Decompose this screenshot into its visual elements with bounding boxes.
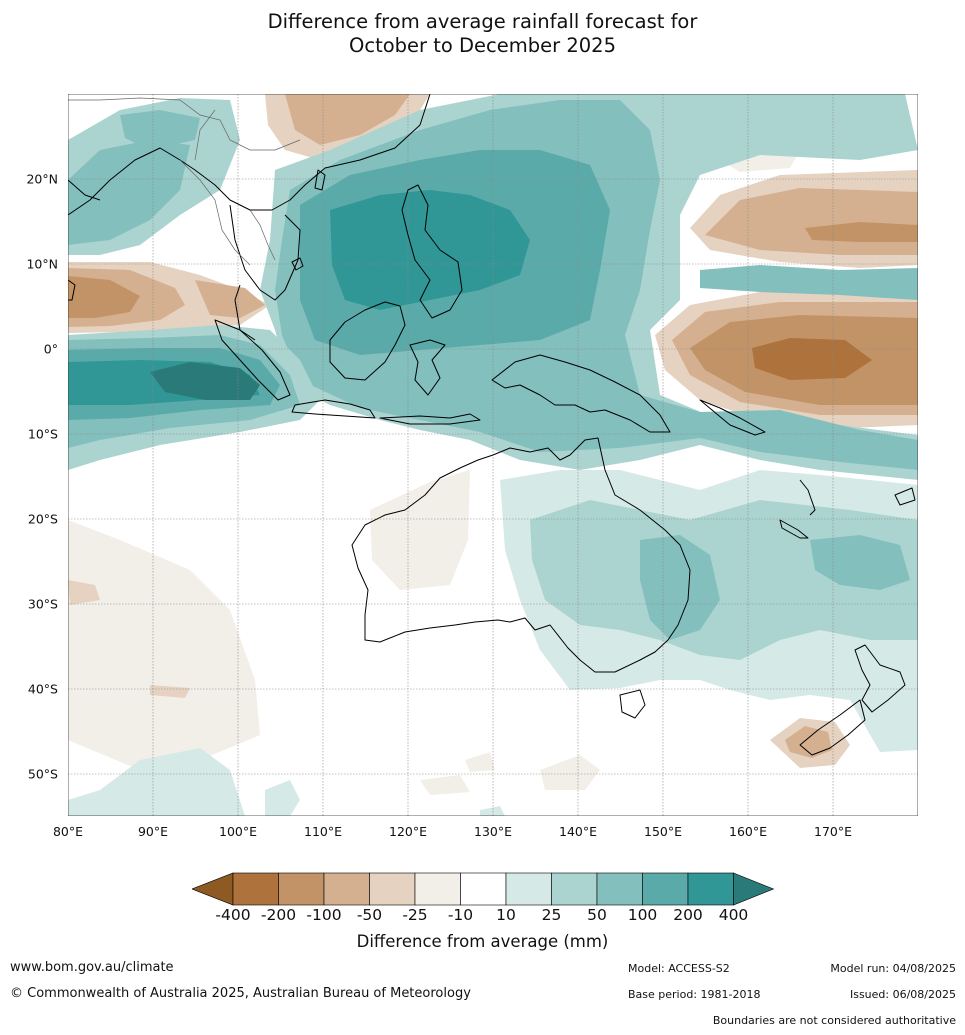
coast-australia bbox=[351, 437, 691, 673]
longitude-label: 170°E bbox=[813, 824, 853, 839]
longitude-label: 110°E bbox=[303, 824, 343, 839]
legend-swatch bbox=[278, 872, 325, 906]
footer-issued: Issued: 06/08/2025 bbox=[849, 988, 956, 1001]
legend-swatch bbox=[232, 872, 279, 906]
latitude-label: 10°S bbox=[27, 426, 58, 442]
legend-title: Difference from average (mm) bbox=[356, 932, 609, 951]
wet-region-indian-ocean-max bbox=[150, 362, 260, 400]
legend-swatch bbox=[551, 872, 598, 906]
title-line-2: October to December 2025 bbox=[349, 34, 616, 57]
coast-borneo bbox=[329, 301, 406, 381]
legend-tick-label: -100 bbox=[306, 906, 342, 924]
coast-philippines bbox=[401, 184, 463, 319]
longitude-label: 130°E bbox=[473, 824, 513, 839]
legend-tick-label: 200 bbox=[673, 906, 703, 924]
legend-swatch bbox=[596, 872, 643, 906]
legend-tick-label: 100 bbox=[627, 906, 658, 924]
legend-swatch bbox=[323, 872, 370, 906]
footer-copyright: © Commonwealth of Australia 2025, Austra… bbox=[10, 986, 471, 1001]
borders bbox=[68, 97, 301, 266]
legend-tick-label: 25 bbox=[541, 906, 562, 924]
longitude-label: 90°E bbox=[137, 824, 169, 839]
legend-colorbar bbox=[192, 872, 775, 906]
longitude-label: 100°E bbox=[218, 824, 258, 839]
coast-sulawesi bbox=[409, 339, 446, 396]
map-title: Difference from average rainfall forecas… bbox=[0, 10, 965, 58]
footer-base-period: Base period: 1981-2018 bbox=[628, 988, 761, 1001]
legend-tick-label: -400 bbox=[215, 906, 251, 924]
legend-swatch-below-min bbox=[192, 872, 234, 906]
coast-new-zealand-south bbox=[799, 699, 866, 756]
rainfall-anomaly-map bbox=[68, 94, 918, 816]
legend-tick-label: 10 bbox=[496, 906, 516, 924]
longitude-label: 160°E bbox=[728, 824, 768, 839]
coast-java bbox=[291, 399, 376, 419]
latitude-label: 50°S bbox=[27, 766, 58, 782]
legend-tick-label: -10 bbox=[447, 906, 474, 924]
coast-se-asia bbox=[68, 94, 431, 216]
footer-model: Model: ACCESS-S2 bbox=[628, 962, 730, 975]
legend-swatch bbox=[460, 872, 507, 906]
coast-sumatra bbox=[214, 319, 291, 401]
longitude-label: 80°E bbox=[52, 824, 84, 839]
legend-swatch bbox=[505, 872, 552, 906]
legend-tick-label: -25 bbox=[402, 906, 428, 924]
coast-new-guinea bbox=[491, 354, 671, 433]
legend-swatch bbox=[414, 872, 461, 906]
latitude-label: 30°S bbox=[27, 596, 58, 612]
coast-new-zealand-north bbox=[854, 644, 906, 713]
legend-swatch bbox=[642, 872, 689, 906]
legend-swatch-above-max bbox=[733, 872, 775, 906]
graticule bbox=[68, 94, 918, 816]
longitude-label: 140°E bbox=[558, 824, 598, 839]
legend-swatch bbox=[687, 872, 734, 906]
latitude-label: 40°S bbox=[27, 681, 58, 697]
footer-model-run: Model run: 04/08/2025 bbox=[830, 962, 956, 975]
footer-url: www.bom.gov.au/climate bbox=[10, 960, 174, 975]
longitude-label: 150°E bbox=[643, 824, 683, 839]
coast-tasmania bbox=[619, 689, 646, 719]
latitude-label: 20°S bbox=[27, 511, 58, 527]
legend-swatch bbox=[369, 872, 416, 906]
coastlines bbox=[68, 94, 916, 756]
title-line-1: Difference from average rainfall forecas… bbox=[267, 10, 698, 33]
latitude-label: 10°N bbox=[26, 256, 58, 272]
footer-disclaimer: Boundaries are not considered authoritat… bbox=[712, 1014, 956, 1027]
latitude-label: 0° bbox=[43, 341, 58, 357]
legend-tick-label: -50 bbox=[356, 906, 383, 924]
legend-tick-label: -200 bbox=[260, 906, 297, 924]
legend-tick-label: 50 bbox=[587, 906, 607, 924]
longitude-label: 120°E bbox=[388, 824, 428, 839]
latitude-label: 20°N bbox=[26, 171, 58, 187]
legend-tick-label: 400 bbox=[718, 906, 749, 924]
